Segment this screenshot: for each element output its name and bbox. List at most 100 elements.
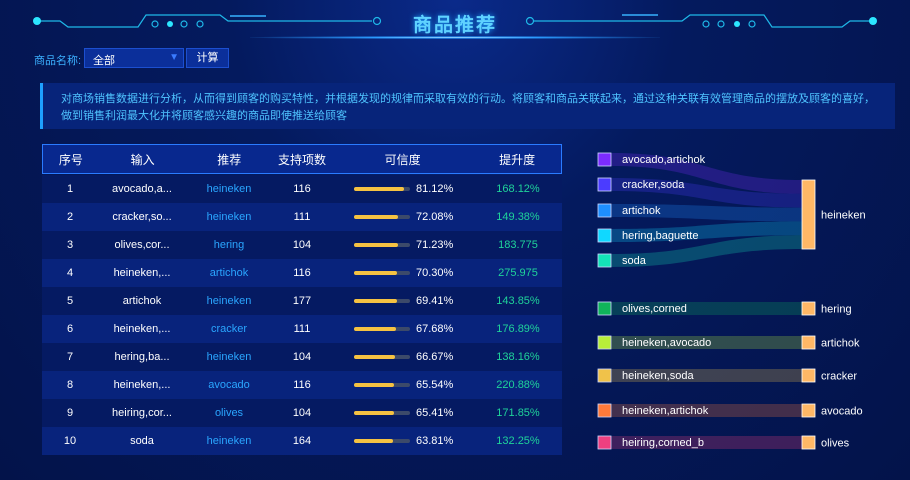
- confidence-bar: [354, 299, 410, 303]
- row-lift: 168.12%: [496, 183, 540, 195]
- confidence-value: 63.81%: [416, 435, 454, 447]
- confidence-bar: [354, 187, 410, 191]
- row-recommend: heineken: [206, 295, 252, 307]
- sankey-source-node[interactable]: [597, 177, 612, 192]
- row-support: 104: [292, 239, 312, 251]
- sankey-source-node[interactable]: [597, 203, 612, 218]
- row-support: 177: [292, 295, 312, 307]
- row-recommend: heineken: [206, 435, 252, 447]
- sankey-link[interactable]: [611, 221, 802, 242]
- sankey-source-node[interactable]: [597, 228, 612, 243]
- confidence-value: 65.41%: [416, 407, 454, 419]
- sankey-target-node[interactable]: [801, 301, 816, 316]
- sankey-source-node[interactable]: [597, 435, 612, 450]
- sankey-target-node[interactable]: [801, 179, 816, 250]
- sankey-link[interactable]: [611, 204, 802, 222]
- sankey-link[interactable]: [611, 153, 802, 194]
- confidence-bar-fill: [354, 327, 396, 331]
- confidence-value: 69.41%: [416, 295, 454, 307]
- table-row[interactable]: 2 cracker,so... heineken 111 72.08% 149.…: [42, 203, 562, 231]
- row-support: 164: [292, 435, 312, 447]
- row-support: 104: [292, 407, 312, 419]
- product-name-select[interactable]: 全部 ▼: [84, 48, 184, 68]
- row-support: 116: [293, 379, 311, 391]
- row-lift: 275.975: [498, 267, 538, 279]
- sankey-link[interactable]: [611, 302, 802, 315]
- sankey-source-label: heiring,corned_b: [622, 437, 704, 449]
- header-decoration: [33, 14, 877, 28]
- row-support: 116: [293, 267, 311, 279]
- sankey-source-label: heineken,artichok: [622, 405, 709, 417]
- table-header: 序号 输入 推荐 支持项数 可信度 提升度: [42, 144, 562, 174]
- row-lift: 132.25%: [496, 435, 540, 447]
- table-row[interactable]: 4 heineken,... artichok 116 70.30% 275.9…: [42, 259, 562, 287]
- sankey-target-node[interactable]: [801, 368, 816, 383]
- sankey-link[interactable]: [611, 336, 802, 349]
- table-row[interactable]: 5 artichok heineken 177 69.41% 143.85%: [42, 287, 562, 315]
- confidence-value: 70.30%: [416, 267, 454, 279]
- sankey-source-node[interactable]: [597, 335, 612, 350]
- sankey-source-node[interactable]: [597, 253, 612, 268]
- row-confidence: 71.23%: [332, 239, 474, 251]
- sankey-source-node[interactable]: [597, 403, 612, 418]
- confidence-value: 72.08%: [416, 211, 454, 223]
- sankey-target-node[interactable]: [801, 435, 816, 450]
- row-recommend: avocado: [208, 379, 250, 391]
- row-support: 104: [292, 351, 312, 363]
- row-no: 6: [66, 323, 74, 335]
- select-value: 全部: [93, 55, 115, 67]
- recommendation-table: 序号 输入 推荐 支持项数 可信度 提升度 1 avocado,a... hei…: [42, 144, 562, 455]
- confidence-value: 71.23%: [416, 239, 454, 251]
- sankey-source-label: heineken,soda: [622, 370, 694, 382]
- product-name-label: 商品名称:: [34, 55, 82, 67]
- calculate-button[interactable]: 计算: [186, 48, 229, 68]
- sankey-link[interactable]: [611, 369, 802, 382]
- row-input: soda: [130, 435, 154, 447]
- confidence-bar-fill: [354, 243, 398, 247]
- row-confidence: 69.41%: [332, 295, 474, 307]
- row-recommend: artichok: [209, 267, 249, 279]
- row-confidence: 67.68%: [332, 323, 474, 335]
- confidence-bar-fill: [354, 187, 404, 191]
- row-confidence: 72.08%: [332, 211, 474, 223]
- row-input: heineken,...: [113, 379, 171, 391]
- confidence-value: 66.67%: [416, 351, 454, 363]
- sankey-link[interactable]: [611, 235, 802, 267]
- row-input: heineken,...: [113, 323, 171, 335]
- sankey-source-label: avocado,artichok: [622, 154, 706, 166]
- sankey-source-node[interactable]: [597, 152, 612, 167]
- table-row[interactable]: 6 heineken,... cracker 111 67.68% 176.89…: [42, 315, 562, 343]
- confidence-bar-fill: [354, 411, 395, 415]
- row-confidence: 65.41%: [332, 407, 474, 419]
- row-recommend: heineken: [206, 351, 252, 363]
- table-row[interactable]: 1 avocado,a... heineken 116 81.12% 168.1…: [42, 175, 562, 203]
- header-input: 输入: [130, 152, 155, 167]
- row-confidence: 66.67%: [332, 351, 474, 363]
- confidence-bar-fill: [354, 299, 397, 303]
- sankey-link[interactable]: [611, 178, 802, 208]
- dropdown-arrow-icon: ▼: [169, 52, 179, 63]
- confidence-bar: [354, 383, 410, 387]
- table-row[interactable]: 3 olives,cor... hering 104 71.23% 183.77…: [42, 231, 562, 259]
- row-support: 111: [293, 323, 311, 335]
- sankey-target-label: olives: [821, 438, 850, 450]
- row-lift: 176.89%: [496, 323, 540, 335]
- table-row[interactable]: 8 heineken,... avocado 116 65.54% 220.88…: [42, 371, 562, 399]
- sankey-target-node[interactable]: [801, 403, 816, 418]
- table-row[interactable]: 9 heiring,cor... olives 104 65.41% 171.8…: [42, 399, 562, 427]
- row-no: 1: [66, 183, 74, 195]
- row-recommend: olives: [214, 407, 244, 419]
- row-input: olives,cor...: [114, 239, 170, 251]
- sankey-target-label: heineken: [821, 210, 866, 222]
- sankey-link[interactable]: [611, 436, 802, 449]
- table-row[interactable]: 7 hering,ba... heineken 104 66.67% 138.1…: [42, 343, 562, 371]
- sankey-source-node[interactable]: [597, 368, 612, 383]
- sankey-source-node[interactable]: [597, 301, 612, 316]
- confidence-bar: [354, 243, 410, 247]
- table-row[interactable]: 10 soda heineken 164 63.81% 132.25%: [42, 427, 562, 455]
- sankey-link[interactable]: [611, 404, 802, 417]
- row-no: 8: [66, 379, 74, 391]
- sankey-target-node[interactable]: [801, 335, 816, 350]
- sankey-source-label: cracker,soda: [622, 179, 685, 191]
- row-lift: 220.88%: [496, 379, 540, 391]
